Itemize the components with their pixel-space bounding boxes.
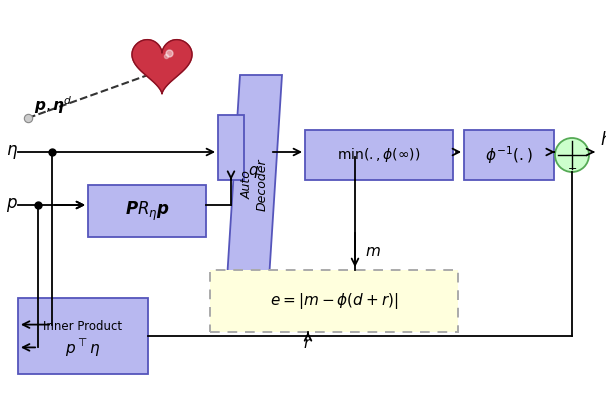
Polygon shape bbox=[132, 40, 192, 94]
FancyBboxPatch shape bbox=[305, 130, 453, 180]
Text: $r$: $r$ bbox=[304, 337, 313, 352]
FancyBboxPatch shape bbox=[18, 298, 148, 374]
FancyBboxPatch shape bbox=[88, 185, 206, 237]
Text: $\phi^{-1}(.)$: $\phi^{-1}(.)$ bbox=[485, 144, 533, 166]
Text: $q$: $q$ bbox=[248, 164, 259, 180]
Text: $\eta$: $\eta$ bbox=[6, 143, 18, 161]
Text: $h$: $h$ bbox=[600, 131, 606, 149]
Text: $\boldsymbol{p}, \boldsymbol{\eta}^d$: $\boldsymbol{p}, \boldsymbol{\eta}^d$ bbox=[34, 94, 73, 116]
Text: $-$: $-$ bbox=[567, 162, 577, 172]
Text: Auto
Decoder: Auto Decoder bbox=[241, 159, 269, 211]
Text: $\min\left(., \phi(\infty)\right)$: $\min\left(., \phi(\infty)\right)$ bbox=[337, 146, 421, 164]
Polygon shape bbox=[226, 75, 282, 295]
FancyBboxPatch shape bbox=[210, 270, 458, 332]
FancyBboxPatch shape bbox=[464, 130, 554, 180]
Text: $p$: $p$ bbox=[6, 196, 18, 214]
Text: $e = |m - \phi(d+r)|$: $e = |m - \phi(d+r)|$ bbox=[270, 291, 398, 311]
Text: $p^{\top}\eta$: $p^{\top}\eta$ bbox=[65, 337, 101, 358]
Circle shape bbox=[555, 138, 589, 172]
Text: $m$: $m$ bbox=[365, 244, 381, 259]
Text: $\boldsymbol{PR_{\eta}p}$: $\boldsymbol{PR_{\eta}p}$ bbox=[125, 200, 170, 223]
Text: Inner Product: Inner Product bbox=[44, 320, 122, 333]
FancyBboxPatch shape bbox=[218, 115, 244, 180]
